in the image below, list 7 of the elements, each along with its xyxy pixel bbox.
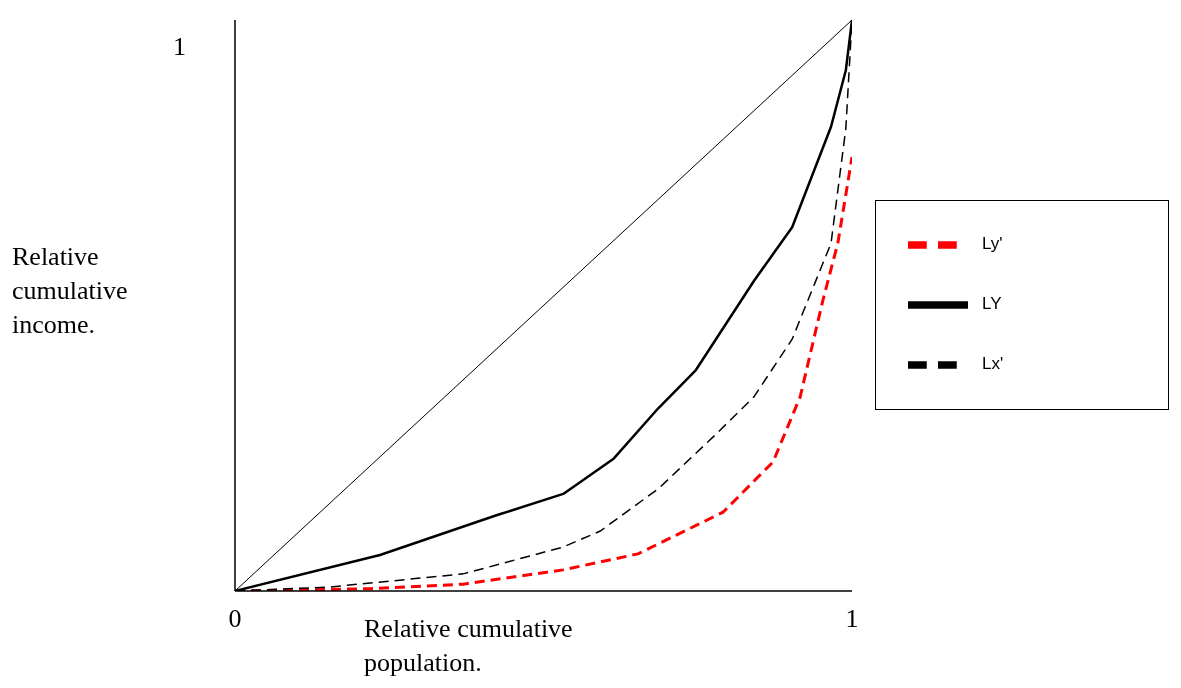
- text: 1: [173, 32, 186, 62]
- x-tick-label: 0: [228, 604, 242, 634]
- legend-label: Lx': [982, 354, 1004, 374]
- y-axis-title: Relative cumulative income.: [12, 241, 129, 341]
- x-axis-title: Relative cumulative population.: [364, 613, 574, 679]
- legend-label: Ly': [982, 234, 1003, 254]
- legend-label: LY: [982, 294, 1002, 314]
